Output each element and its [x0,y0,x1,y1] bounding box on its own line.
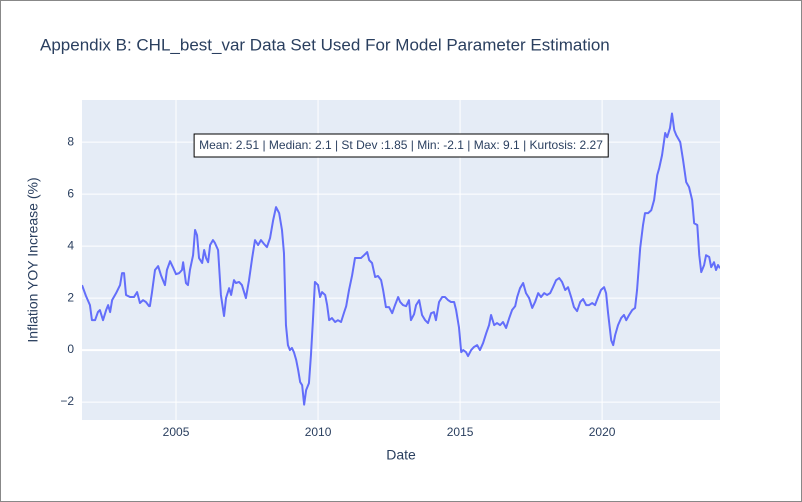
y-axis-title: Inflation YOY Increase (%) [25,177,41,342]
x-tick-label: 2005 [163,425,190,439]
y-tick-label: −2 [60,394,74,408]
series-line [82,112,720,406]
y-tick-label: 0 [67,342,74,356]
annotation: Mean: 2.51 | Median: 2.1 | St Dev :1.85 … [199,138,603,152]
y-tick-label: 2 [67,290,74,304]
x-axis-title: Date [386,447,416,463]
x-tick-label: 2015 [447,425,474,439]
x-tick-label: 2010 [305,425,332,439]
x-tick-label: 2020 [589,425,616,439]
y-tick-label: 4 [67,238,74,252]
series [82,112,720,406]
y-tick-label: 6 [67,186,74,200]
chart-title: Appendix B: CHL_best_var Data Set Used F… [40,35,610,54]
ticks: −2 0 2 4 6 8 2005 2010 2015 2020 [60,134,615,439]
annotation-box [193,133,609,158]
y-tick-label: 8 [67,134,74,148]
